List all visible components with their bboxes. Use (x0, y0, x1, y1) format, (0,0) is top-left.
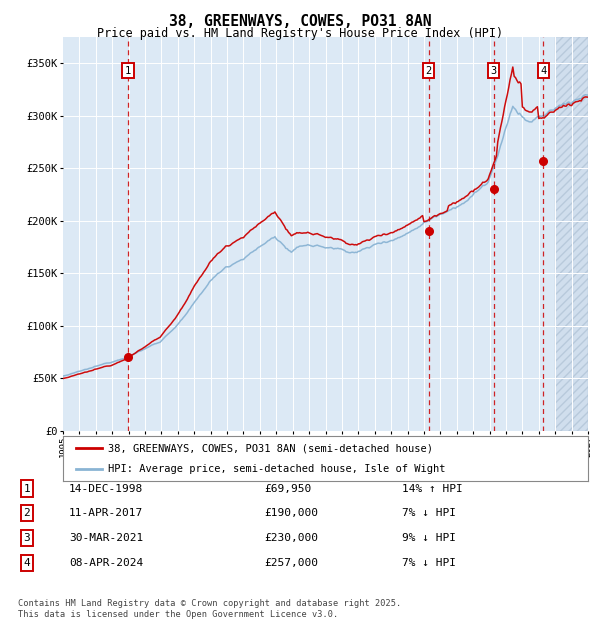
Text: 2: 2 (425, 66, 431, 76)
Text: Price paid vs. HM Land Registry's House Price Index (HPI): Price paid vs. HM Land Registry's House … (97, 27, 503, 40)
Text: 14% ↑ HPI: 14% ↑ HPI (402, 484, 463, 494)
Text: 7% ↓ HPI: 7% ↓ HPI (402, 508, 456, 518)
Text: 3: 3 (491, 66, 497, 76)
Text: 4: 4 (540, 66, 547, 76)
Text: 14-DEC-1998: 14-DEC-1998 (69, 484, 143, 494)
Text: 11-APR-2017: 11-APR-2017 (69, 508, 143, 518)
Text: Contains HM Land Registry data © Crown copyright and database right 2025.
This d: Contains HM Land Registry data © Crown c… (18, 600, 401, 619)
Text: HPI: Average price, semi-detached house, Isle of Wight: HPI: Average price, semi-detached house,… (107, 464, 445, 474)
Text: £230,000: £230,000 (264, 533, 318, 543)
Text: 1: 1 (125, 66, 131, 76)
Text: 3: 3 (23, 533, 31, 543)
Text: 2: 2 (23, 508, 31, 518)
Text: 38, GREENWAYS, COWES, PO31 8AN: 38, GREENWAYS, COWES, PO31 8AN (169, 14, 431, 29)
Text: 4: 4 (23, 558, 31, 568)
Text: 7% ↓ HPI: 7% ↓ HPI (402, 558, 456, 568)
Bar (555, 37, 588, 431)
Text: 30-MAR-2021: 30-MAR-2021 (69, 533, 143, 543)
Text: 1: 1 (23, 484, 31, 494)
Text: £257,000: £257,000 (264, 558, 318, 568)
Text: £69,950: £69,950 (264, 484, 311, 494)
Text: 08-APR-2024: 08-APR-2024 (69, 558, 143, 568)
Text: £190,000: £190,000 (264, 508, 318, 518)
Text: 38, GREENWAYS, COWES, PO31 8AN (semi-detached house): 38, GREENWAYS, COWES, PO31 8AN (semi-det… (107, 443, 433, 453)
Text: 9% ↓ HPI: 9% ↓ HPI (402, 533, 456, 543)
